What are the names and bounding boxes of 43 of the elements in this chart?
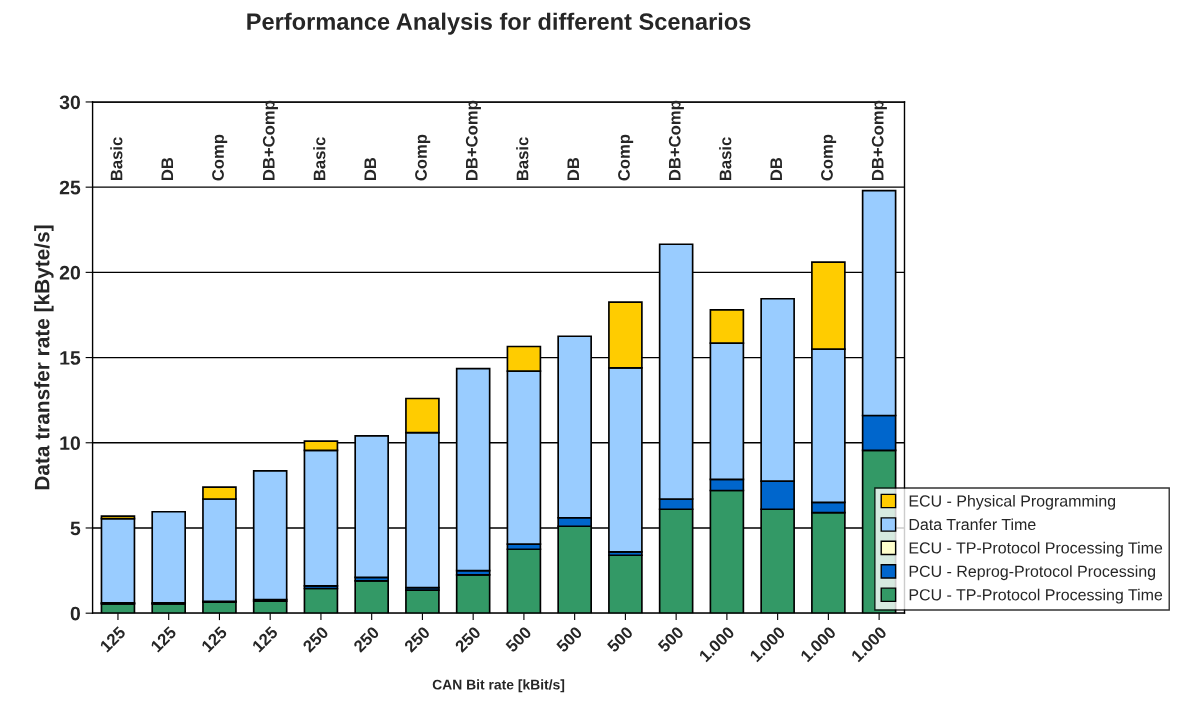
annotation: DB+Comp <box>262 100 278 181</box>
x-tick-label: 125 <box>150 625 178 653</box>
annotation: Basic <box>313 137 326 181</box>
y-tick-label: 5 <box>70 521 81 536</box>
annotation: DB+Comp <box>668 100 684 181</box>
annotation: DB <box>770 157 782 181</box>
annotation: Basic <box>110 137 123 181</box>
legend-label: ECU - Physical Programming <box>909 494 1116 510</box>
annotation: DB+Comp <box>871 100 887 181</box>
x-tick-label: 500 <box>606 625 634 653</box>
annotation: DB+Comp <box>465 100 481 181</box>
x-tick-label: 250 <box>454 625 482 653</box>
chart-title: Performance Analysis for different Scenarios <box>247 12 751 35</box>
x-tick-label: 500 <box>657 625 685 653</box>
annotation: DB <box>567 157 579 181</box>
y-tick-label: 15 <box>60 351 81 365</box>
y-tick-label: 20 <box>59 265 80 280</box>
x-tick-label: 125 <box>200 625 228 653</box>
x-tick-label: 250 <box>403 625 431 653</box>
y-axis-title: Data transfer rate [kByte/s] <box>34 225 54 490</box>
x-axis-title: CAN Bit rate [kBit/s] <box>432 679 565 693</box>
annotation: Comp <box>212 134 228 181</box>
y-tick-label: 0 <box>70 606 80 621</box>
y-tick-label: 30 <box>59 95 80 110</box>
x-tick-label: 125 <box>99 625 127 653</box>
annotation: Basic <box>516 137 529 181</box>
x-tick-label: 500 <box>504 625 533 653</box>
legend-label: ECU - TP-Protocol Processing Time <box>909 541 1163 557</box>
y-tick-label: 10 <box>60 436 80 451</box>
annotation: Comp <box>415 134 431 181</box>
legend-label: PCU - TP-Protocol Processing Time <box>909 588 1163 604</box>
annotation: Comp <box>618 134 634 181</box>
x-tick-label: 500 <box>555 625 583 653</box>
annotation: DB <box>161 157 174 181</box>
legend-label: PCU - Reprog-Protocol Processing <box>909 565 1156 581</box>
annotation: DB <box>364 157 376 181</box>
x-tick-label: 250 <box>352 625 380 653</box>
annotation: Basic <box>719 137 732 181</box>
annotation: Comp <box>821 134 837 181</box>
legend-label: Data Tranfer Time <box>909 518 1036 531</box>
x-tick-label: 125 <box>251 625 279 653</box>
x-tick-label: 250 <box>301 625 330 653</box>
y-tick-label: 25 <box>59 180 81 195</box>
